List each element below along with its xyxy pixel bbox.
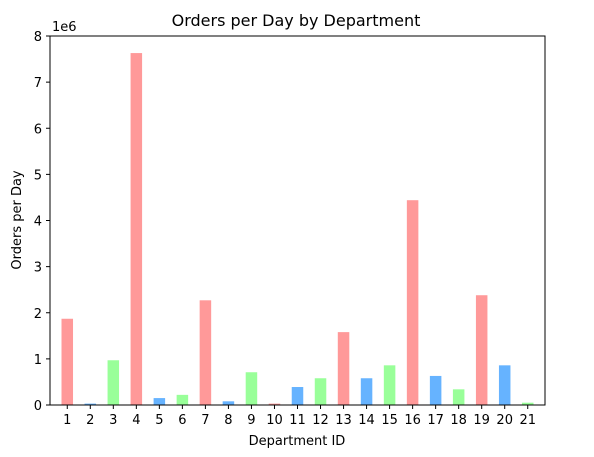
- y-tick-label: 5: [34, 168, 42, 183]
- y-scale-label: 1e6: [52, 20, 77, 35]
- y-tick-label: 0: [34, 399, 42, 414]
- y-tick-label: 6: [34, 122, 42, 137]
- bar-dept-11: [291, 387, 304, 405]
- bar-dept-4: [130, 53, 143, 405]
- x-tick-label: 8: [224, 413, 232, 428]
- x-tick-label: 9: [247, 413, 255, 428]
- x-tick-label: 13: [335, 413, 352, 428]
- bar-dept-12: [314, 378, 327, 405]
- y-tick-label: 4: [34, 215, 42, 230]
- x-tick-label: 12: [312, 413, 329, 428]
- x-tick-label: 15: [381, 413, 398, 428]
- x-tick-label: 4: [132, 413, 140, 428]
- chart-title: Orders per Day by Department: [172, 11, 421, 30]
- bar-dept-10: [268, 403, 281, 405]
- x-tick-label: 18: [450, 413, 467, 428]
- y-tick-label: 8: [34, 30, 42, 45]
- bar-dept-7: [199, 300, 212, 405]
- bar-dept-1: [61, 318, 74, 405]
- bar-dept-2: [84, 403, 97, 405]
- x-tick-label: 11: [289, 413, 306, 428]
- x-tick-label: 5: [155, 413, 163, 428]
- bar-dept-6: [176, 394, 189, 405]
- y-tick-label: 7: [34, 76, 42, 91]
- bar-dept-3: [107, 360, 120, 405]
- y-axis-title: Orders per Day: [10, 170, 25, 270]
- x-tick-label: 1: [63, 413, 71, 428]
- bar-dept-14: [360, 378, 373, 405]
- bar-dept-19: [475, 295, 488, 405]
- bar-dept-20: [498, 365, 511, 405]
- bar-dept-8: [222, 401, 235, 405]
- x-tick-label: 3: [109, 413, 117, 428]
- x-tick-label: 21: [519, 413, 536, 428]
- x-tick-label: 14: [358, 413, 375, 428]
- bar-dept-9: [245, 372, 258, 405]
- bar-dept-16: [406, 200, 419, 405]
- x-tick-label: 19: [473, 413, 490, 428]
- x-tick-label: 16: [404, 413, 421, 428]
- bar-dept-15: [383, 365, 396, 405]
- bar-dept-18: [452, 389, 465, 405]
- y-tick-label: 1: [34, 353, 42, 368]
- x-tick-label: 10: [266, 413, 283, 428]
- bar-dept-13: [337, 332, 350, 405]
- bar-dept-21: [521, 402, 534, 405]
- x-tick-label: 7: [201, 413, 209, 428]
- x-tick-label: 2: [86, 413, 94, 428]
- x-tick-label: 17: [427, 413, 444, 428]
- x-tick-label: 20: [496, 413, 513, 428]
- y-axis: 0 1 2 3 4 5 6 7 8: [34, 30, 50, 414]
- plot-frame: [49, 35, 546, 406]
- x-tick-label: 6: [178, 413, 186, 428]
- y-tick-label: 2: [34, 307, 42, 322]
- x-axis: 1 2 3 4 5 6 7 8 9 10 11 12 13 14 15 16 17 18 19 20 21: [63, 405, 536, 428]
- bar-dept-5: [153, 398, 166, 405]
- x-axis-title: Department ID: [249, 434, 346, 449]
- bars-group: [61, 53, 534, 405]
- y-tick-label: 3: [34, 261, 42, 276]
- bar-dept-17: [429, 375, 442, 405]
